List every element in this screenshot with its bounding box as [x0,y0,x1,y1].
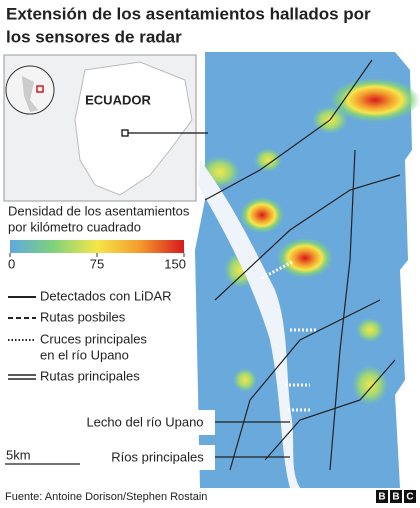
inset-map: ECUADOR [3,54,208,202]
ecuador-shape [74,61,193,196]
legend-item: Rutas posbiles [8,309,126,324]
legend-label: Detectados con LiDAR [40,288,172,303]
logo-letter: B [392,492,399,503]
map [195,52,420,488]
legend-label: Rutas posbiles [40,309,126,324]
heat-spot [233,368,257,392]
river-bed [198,160,300,488]
legend-label: Cruces principales [40,331,147,346]
callout-box [75,410,215,435]
logo-letter: B [378,492,385,503]
logo-letter: C [406,492,413,503]
heat-spot [254,148,282,172]
callout-label: Ríos principales [111,449,204,464]
title: los sensores de radar [6,27,182,46]
legend-title: Densidad de los asentamientos [8,203,190,218]
locator [36,85,44,93]
legend-title: por kilómetro cuadrado [8,219,141,234]
heat-spot [277,238,333,278]
heat-spot [352,365,388,405]
legend-item: Rutas principales [8,368,140,383]
colorbar [10,240,184,253]
legend-label: Rutas principales [40,368,140,383]
colorbar-tick-label: 75 [90,256,104,271]
callout-box [100,445,215,470]
legend-label: en el río Upano [40,347,129,362]
title: Extensión de los asentamientos hallados … [6,4,371,23]
globe-land [22,76,38,112]
country-label: ECUADOR [85,92,151,107]
colorbar-tick-label: 150 [164,256,186,271]
logo-block [376,490,388,503]
colorbar-tick-label: 0 [8,256,15,271]
crossings [261,260,318,412]
heat-spot [356,318,384,342]
routes [204,59,401,471]
scale-label: 5km [6,447,31,462]
logo-block [390,490,402,503]
heat-spot [330,78,420,122]
logo-block [404,490,416,503]
callout-label: Lecho del río Upano [86,414,203,429]
source: Fuente: Antoine Dorison/Stephen Rostain [5,491,207,503]
heat-spot [240,197,284,233]
legend-item: Detectados con LiDAR [8,288,172,303]
